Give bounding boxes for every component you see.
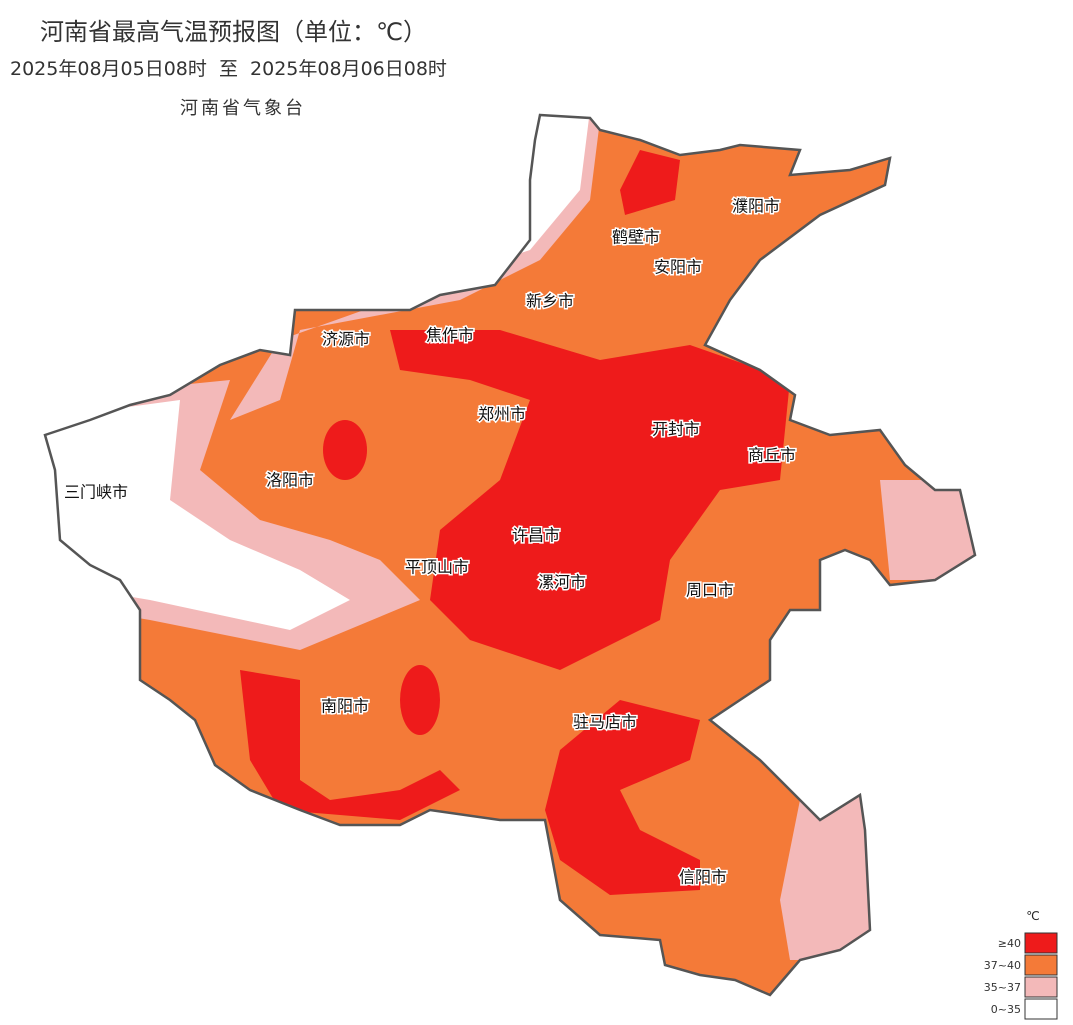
city-label: 焦作市 [426,326,474,345]
legend-swatch [1024,932,1058,954]
issuer: 河南省气象台 [180,98,306,119]
legend-swatch [1024,998,1058,1020]
city-label: 许昌市 [512,526,560,545]
city-label: 周口市 [686,581,734,600]
city-label: 南阳市 [321,697,369,716]
legend-swatch [1024,954,1058,976]
city-label: 新乡市 [526,292,574,311]
legend-label: 0~35 [991,1003,1021,1016]
legend-swatch [1024,976,1058,998]
city-label: 济源市 [322,330,370,349]
city-label: 洛阳市 [266,471,314,490]
city-label: 信阳市 [679,868,727,887]
city-label: 驻马店市 [573,713,637,732]
city-label: 平顶山市 [405,558,469,577]
period: 2025年08月05日08时 至 2025年08月06日08时 [10,58,447,80]
legend-label: 35~37 [984,981,1021,994]
city-label: 鹤壁市 [612,228,660,247]
city-label: 三门峡市 [64,483,128,502]
legend-label: ≥40 [998,937,1021,950]
city-label: 商丘市 [748,446,796,465]
city-label: 漯河市 [538,573,586,592]
legend-label: 37~40 [984,959,1021,972]
legend-unit: ℃ [1026,909,1039,923]
city-label: 郑州市 [478,405,526,424]
city-label: 开封市 [652,420,700,439]
title: 河南省最高气温预报图（单位：℃） [40,18,427,46]
city-label: 安阳市 [654,258,702,277]
city-label: 濮阳市 [732,197,780,216]
